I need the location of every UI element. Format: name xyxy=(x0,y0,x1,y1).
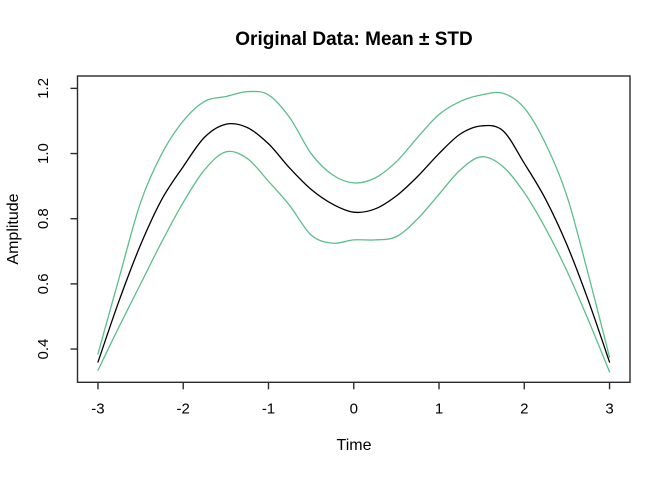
plot-border xyxy=(76,75,631,383)
series-mean-line xyxy=(97,122,611,363)
y-tick-label: 0.8 xyxy=(35,208,52,229)
chart-title: Original Data: Mean ± STD xyxy=(235,29,472,50)
x-axis-label: Time xyxy=(337,437,372,454)
y-tick-label: 0.4 xyxy=(35,339,52,360)
y-axis-ticks: 0.4 0.6 0.8 1.0 1.2 xyxy=(35,78,78,360)
series-mean_plus_std-line xyxy=(97,90,611,358)
chart-series xyxy=(97,90,611,373)
y-tick-label: 1.2 xyxy=(35,78,52,99)
x-tick-label: 2 xyxy=(520,400,528,417)
x-axis-ticks: -3 -2 -1 0 1 2 3 xyxy=(91,382,614,417)
x-tick-label: -2 xyxy=(177,400,190,417)
y-tick-label: 0.6 xyxy=(35,273,52,294)
y-axis-label: Amplitude xyxy=(5,193,22,264)
x-tick-label: -1 xyxy=(262,400,275,417)
series-mean_minus_std-line xyxy=(97,150,611,373)
x-tick-label: 0 xyxy=(350,400,358,417)
x-tick-label: -3 xyxy=(91,400,104,417)
y-tick-label: 1.0 xyxy=(35,143,52,164)
x-tick-label: 1 xyxy=(435,400,443,417)
x-tick-label: 3 xyxy=(605,400,613,417)
